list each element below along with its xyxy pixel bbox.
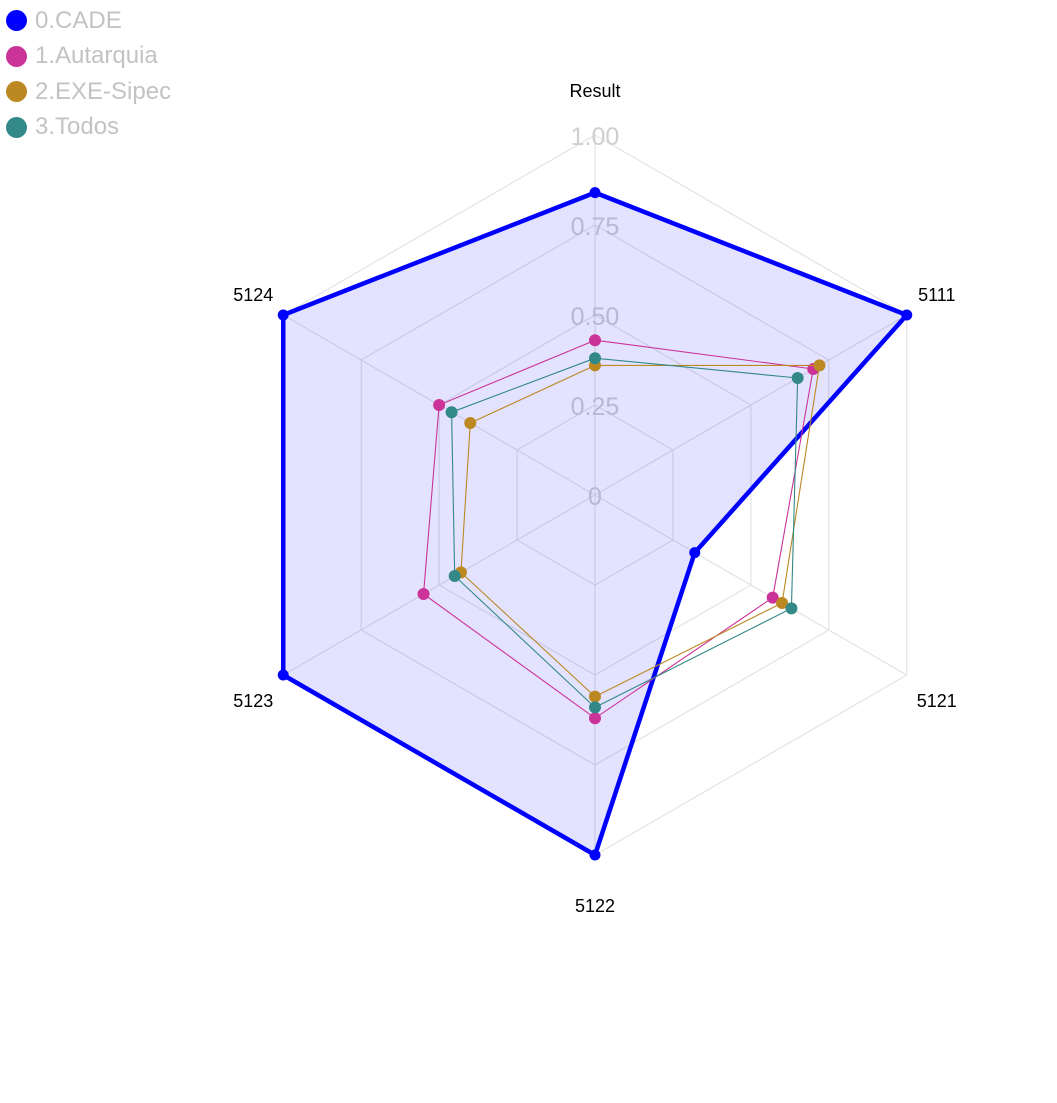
legend-item: 1.Autarquia: [6, 39, 171, 75]
axis-label: Result: [569, 81, 620, 101]
legend-label: 0.CADE: [35, 6, 122, 34]
data-point: [464, 417, 477, 429]
data-point: [589, 701, 601, 714]
legend-item: 2.EXE-Sipec: [6, 74, 171, 110]
series-area: [283, 192, 907, 856]
radial-tick-label: 0.50: [571, 303, 620, 331]
legend-label: 2.EXE-Sipec: [35, 77, 172, 105]
data-point: [448, 570, 461, 582]
radial-tick-label: 0: [588, 483, 602, 511]
legend-label: 3.Todos: [35, 113, 120, 141]
data-point: [689, 547, 701, 559]
axis-label: 5121: [917, 691, 957, 711]
data-point: [813, 359, 826, 372]
data-point: [277, 669, 289, 681]
legend-swatch: [6, 81, 27, 103]
data-point: [277, 309, 289, 321]
data-point: [417, 588, 430, 600]
legend-swatch: [6, 116, 27, 138]
data-point: [589, 352, 601, 365]
data-point: [589, 187, 601, 199]
data-point: [901, 309, 913, 321]
data-point: [766, 591, 779, 604]
radial-tick-label: 0.75: [571, 213, 620, 241]
legend-swatch: [6, 45, 27, 67]
data-point: [589, 849, 601, 861]
data-point: [589, 712, 601, 725]
grid-spoke: [594, 314, 908, 496]
data-point: [589, 690, 601, 703]
radial-tick-label: 1.00: [571, 123, 620, 151]
radial-tick-label: 0.25: [571, 393, 620, 421]
legend-item: 0.CADE: [6, 3, 171, 39]
legend: 0.CADE 1.Autarquia 2.EXE-Sipec 3.Todos: [6, 3, 171, 145]
grid-spoke: [594, 494, 908, 676]
grid-spoke: [282, 494, 596, 676]
legend-swatch: [6, 10, 27, 32]
axis-label: 5124: [233, 285, 273, 305]
data-point: [589, 334, 601, 347]
legend-label: 1.Autarquia: [35, 42, 158, 70]
data-point: [776, 597, 789, 609]
data-point: [791, 372, 804, 384]
data-point: [445, 406, 458, 419]
data-point: [785, 602, 798, 615]
data-point: [433, 399, 446, 411]
axis-label: 5111: [918, 285, 955, 305]
axis-label: 5123: [233, 691, 273, 711]
legend-item: 3.Todos: [6, 110, 171, 146]
axis-label: 5122: [575, 896, 615, 916]
